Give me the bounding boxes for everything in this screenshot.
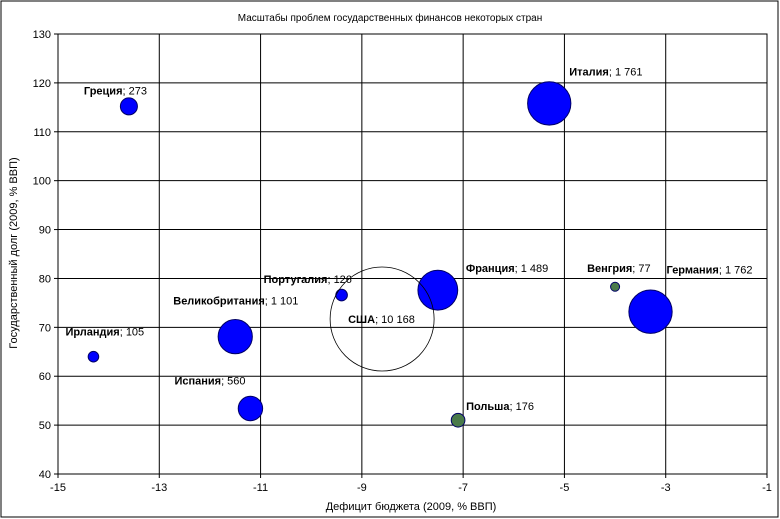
bubble [628, 289, 673, 334]
bubble [119, 97, 138, 116]
axis-ticks: -15 -13 -11 -9 -7 -5 -3 -1 40 50 60 70 80 90 100 110 120… [33, 29, 772, 494]
bubble [527, 81, 572, 126]
bubble [237, 395, 264, 422]
bubble [417, 269, 459, 311]
y-tick-label: 60 [39, 371, 51, 383]
bubble-label: Венгрия; 77 [587, 263, 651, 275]
grid-lines [58, 34, 767, 474]
y-tick-label: 70 [39, 322, 51, 334]
bubble-label: Италия; 1 761 [569, 66, 642, 78]
chart-title: Масштабы проблем государственных финансо… [238, 12, 542, 24]
bubble-label: Ирландия; 105 [65, 327, 144, 339]
x-tick-label: -15 [50, 482, 66, 494]
bubble-label: Великобритания; 1 101 [173, 296, 298, 308]
y-tick-label: 100 [33, 176, 51, 188]
x-axis-title: Дефицит бюджета (2009, % ВВП) [326, 501, 497, 513]
bubble-label: Польша; 176 [466, 401, 534, 413]
y-tick-label: 40 [39, 469, 51, 481]
bubble [335, 288, 348, 302]
plot-area [57, 33, 768, 475]
bubble [217, 319, 253, 355]
y-tick-label: 130 [33, 29, 51, 41]
bubble-label: Германия; 1 762 [667, 265, 753, 277]
bubble-label: Греция; 273 [84, 85, 147, 97]
x-tick-label: -5 [560, 482, 570, 494]
y-axis-title: Государственный долг (2009, % ВВП) [8, 157, 20, 348]
bubble-label: Франция; 1 489 [466, 263, 548, 275]
y-tick-label: 90 [39, 225, 51, 237]
bubble-labels: Греция; 273 Италия; 1 761 Португалия; 126 Ф… [65, 66, 752, 413]
y-tick-label: 110 [33, 127, 51, 139]
y-tick-label: 120 [33, 78, 51, 90]
x-tick-label: -7 [458, 482, 468, 494]
bubble [450, 412, 466, 428]
bubble [329, 266, 435, 372]
bubble-label: США; 10 168 [348, 314, 415, 326]
x-tick-label: -1 [762, 482, 772, 494]
y-tick-label: 80 [39, 273, 51, 285]
y-tick-label: 50 [39, 420, 51, 432]
x-tick-label: -11 [253, 482, 268, 494]
bubble [87, 350, 100, 363]
bubble [610, 281, 621, 292]
bubble-label: Испания; 560 [174, 375, 245, 387]
bubble-label: Португалия; 126 [264, 274, 352, 286]
x-tick-label: -13 [151, 482, 167, 494]
x-tick-label: -3 [661, 482, 671, 494]
x-tick-label: -9 [357, 482, 367, 494]
bubbles [87, 81, 673, 428]
